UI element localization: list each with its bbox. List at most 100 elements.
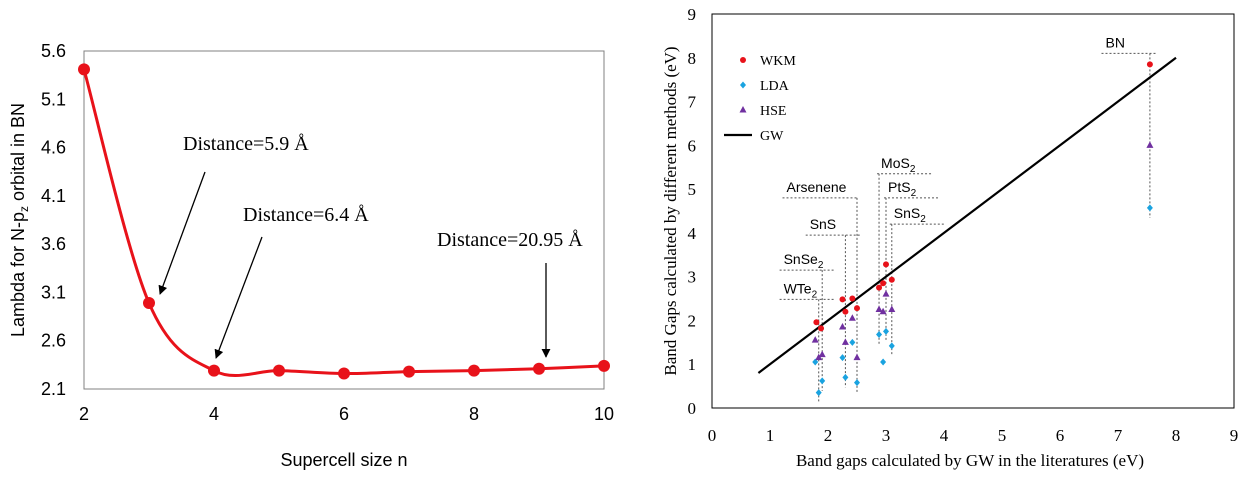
lambda-x-tick-label: 2: [79, 404, 89, 424]
lda-data-point: [888, 342, 895, 350]
lambda-x-tick-label: 8: [469, 404, 479, 424]
bandgap-material-subscript: 2: [911, 188, 917, 199]
wkm-data-point: [813, 319, 820, 326]
bandgap-x-tick-label: 3: [882, 426, 891, 445]
wkm-data-point: [880, 280, 887, 287]
lambda-plot-frame: [83, 50, 605, 390]
bandgap-x-tick-label: 2: [824, 426, 833, 445]
wkm-data-point: [888, 276, 895, 283]
wkm-data-point: [842, 308, 849, 315]
lambda-y-tick-labels: 2.1 2.6 3.1 3.6 4.1 4.6 5.1 5.6: [41, 41, 66, 399]
gw-reference-line: [757, 56, 1177, 374]
lambda-y-tick-label: 4.6: [41, 138, 66, 158]
lda-data-point: [812, 358, 819, 366]
bandgap-material-name: SnS: [894, 205, 920, 221]
bandgap-material-label: MoS2: [881, 155, 916, 175]
lda-data-point: [849, 338, 856, 346]
hse-data-point: [853, 353, 861, 361]
lambda-annotation-arrow: [214, 236, 263, 359]
bandgap-material-name: MoS: [881, 155, 910, 171]
bandgap-material-name: BN: [1106, 34, 1125, 50]
bandgap-x-tick-label: 6: [1056, 426, 1065, 445]
lambda-data-point: [78, 63, 90, 76]
bandgap-material-name: SnS: [810, 216, 836, 232]
lambda-data-point: [208, 364, 220, 377]
lambda-y-tick-label: 5.6: [41, 41, 66, 61]
bandgap-x-tick-label: 0: [708, 426, 717, 445]
lambda-x-tick-label: 6: [339, 404, 349, 424]
hse-data-point: [1146, 141, 1154, 148]
bandgap-points: [811, 61, 1154, 397]
legend-hse-swatch: [739, 106, 747, 113]
legend-label: WKM: [760, 54, 796, 69]
bandgap-material-label: WTe2: [784, 280, 818, 300]
lda-data-point: [819, 377, 826, 385]
bandgap-material-name: PtS: [888, 179, 911, 195]
lambda-data-point: [273, 364, 285, 377]
lambda-y-tick-label: 2.6: [41, 331, 66, 351]
bandgap-y-tick-labels: 0 1 2 3 4 5 6 7 8 9: [688, 5, 697, 418]
lambda-annotation-label: Distance=20.95 Å: [437, 229, 583, 251]
bandgap-y-tick-label: 8: [688, 49, 697, 68]
lambda-y-tick-label: 2.1: [41, 379, 66, 399]
lambda-annotation-label: Distance=5.9 Å: [183, 133, 309, 155]
lambda-y-tick-label: 4.1: [41, 186, 66, 206]
bandgap-x-tick-labels: 0 1 2 3 4 5 6 7 8 9: [708, 426, 1239, 445]
lambda-y-axis-label: Lambda for N-pz orbital in BN: [8, 103, 31, 337]
legend-label: LDA: [760, 79, 790, 94]
lda-data-point: [842, 373, 849, 381]
hse-data-point: [879, 307, 887, 315]
bandgap-y-tick-label: 6: [688, 136, 697, 155]
bandgap-material-label: Arsenene: [787, 179, 847, 195]
hse-data-point: [848, 314, 856, 321]
bandgap-material-name: Arsenene: [787, 179, 847, 195]
bandgap-y-tick-label: 2: [688, 311, 697, 330]
lda-data-point: [883, 327, 889, 335]
lambda-data-point: [468, 364, 480, 377]
hse-data-point: [818, 350, 826, 358]
wkm-data-point: [854, 305, 860, 312]
lambda-data-point: [403, 365, 415, 378]
bandgap-x-tick-label: 7: [1114, 426, 1123, 445]
hse-data-point: [888, 305, 896, 312]
lambda-series-points: [78, 63, 610, 380]
lambda-x-axis-label: Supercell size n: [280, 450, 407, 470]
lambda-y-tick-label: 5.1: [41, 89, 66, 109]
legend-wkm-swatch: [740, 57, 746, 63]
bandgap-material-subscript: 2: [812, 289, 818, 300]
bandgap-material-subscript: 2: [818, 260, 824, 271]
legend-label: HSE: [760, 104, 786, 119]
lda-data-point: [839, 354, 846, 362]
bandgap-material-subscript: 2: [910, 164, 916, 175]
lambda-y-axis-label-sub: z: [17, 206, 31, 212]
lambda-annotation-label: Distance=6.4 Å: [243, 204, 369, 226]
bandgap-material-label: SnSe2: [784, 251, 824, 271]
lambda-annotations: Distance=5.9 Å Distance=6.4 Å Distance=20.…: [158, 133, 583, 359]
hse-data-point: [815, 353, 823, 361]
bandgap-plot-frame: [711, 13, 1235, 409]
lambda-annotation-arrow: [158, 171, 206, 295]
lda-data-point: [880, 358, 887, 366]
legend-lda-swatch: [740, 81, 746, 89]
bandgap-y-tick-label: 7: [688, 93, 697, 112]
lambda-x-tick-label: 10: [594, 404, 614, 424]
lda-data-point: [1146, 204, 1153, 212]
hse-data-point: [839, 323, 846, 330]
bandgap-x-tick-label: 1: [766, 426, 775, 445]
lambda-x-tick-label: 4: [209, 404, 219, 424]
lambda-data-point: [143, 297, 155, 310]
wkm-data-point: [818, 325, 825, 332]
bandgap-x-tick-label: 4: [940, 426, 949, 445]
lda-data-point: [876, 330, 883, 338]
hse-data-point: [811, 336, 819, 343]
hse-data-point: [882, 290, 890, 297]
wkm-data-point: [876, 284, 883, 291]
bandgap-y-tick-label: 3: [688, 268, 697, 287]
lambda-y-tick-label: 3.6: [41, 234, 66, 254]
lda-data-point: [815, 389, 822, 397]
bandgap-x-tick-label: 5: [998, 426, 1007, 445]
bandgap-material-label: BN: [1106, 34, 1125, 50]
bandgap-legend: WKM LDA HSE GW: [724, 54, 796, 144]
